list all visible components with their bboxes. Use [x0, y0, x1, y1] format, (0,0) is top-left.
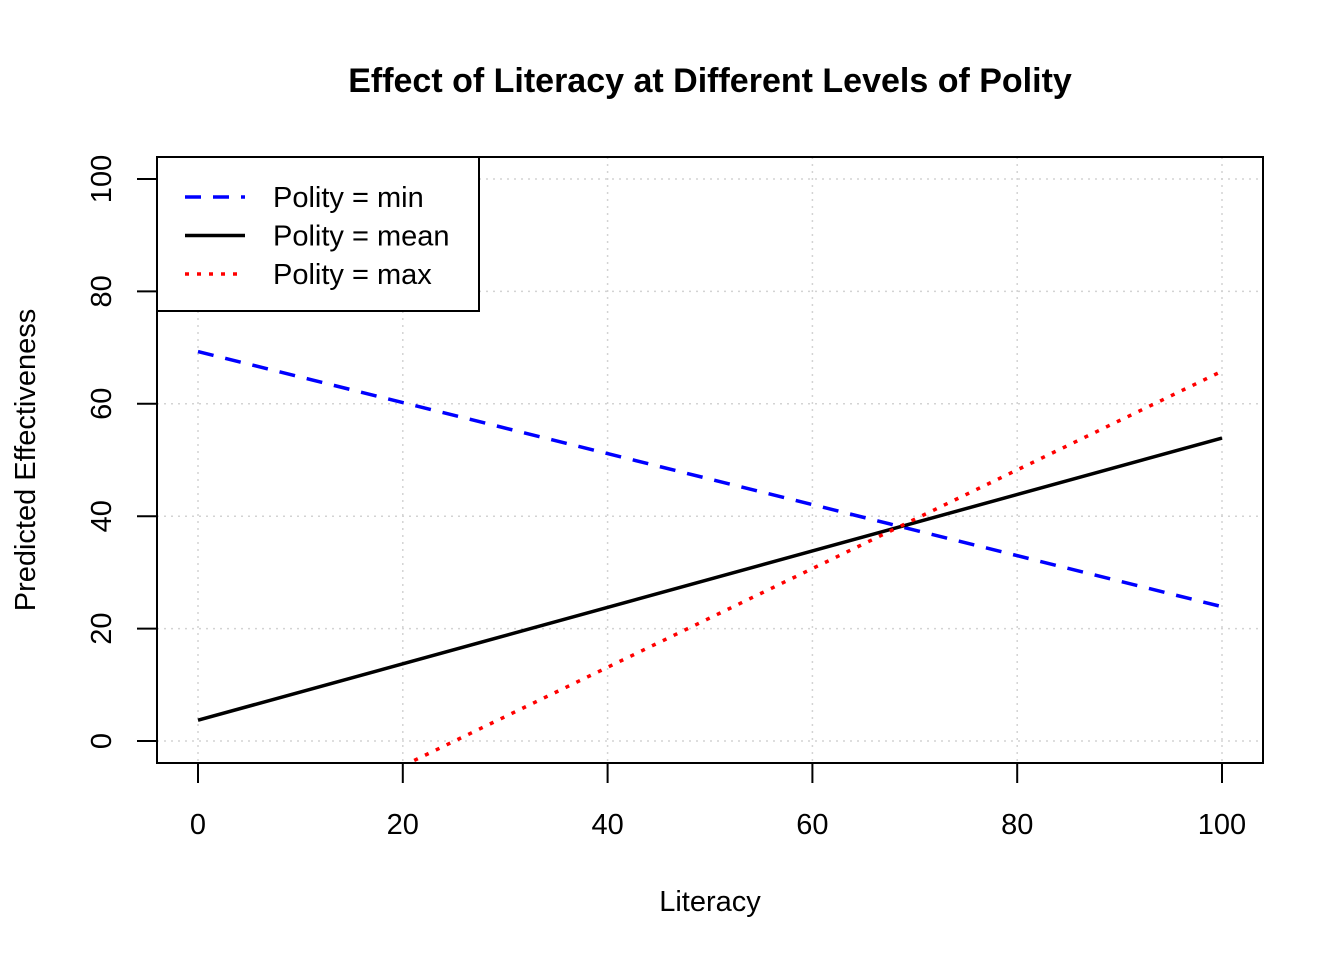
y-tick-label: 80: [86, 275, 118, 307]
x-tick-label: 100: [1198, 809, 1246, 841]
y-tick-label: 100: [86, 155, 118, 203]
series-line-1: [197, 436, 1223, 722]
x-tick-label: 80: [1001, 809, 1033, 841]
x-tick-label: 0: [190, 809, 206, 841]
x-tick-label: 20: [387, 809, 419, 841]
y-tick-label: 20: [86, 612, 118, 644]
series-line-2: [404, 369, 1223, 763]
series-group: [197, 349, 1223, 763]
axes: 0 20 40 60 80 100 0 20 40 60 80 100: [86, 155, 1246, 841]
y-axis-label: Predicted Effectiveness: [10, 309, 42, 612]
legend-label: Polity = min: [273, 182, 424, 214]
x-tick-label: 60: [796, 809, 828, 841]
y-tick-label: 0: [86, 733, 118, 749]
plot-frame: [156, 156, 1264, 764]
chart-title: Effect of Literacy at Different Levels o…: [348, 62, 1072, 100]
series-line-0: [197, 349, 1223, 609]
legend-label: Polity = max: [273, 259, 432, 291]
x-tick-label: 40: [591, 809, 623, 841]
x-axis-label: Literacy: [659, 886, 761, 918]
legend-label: Polity = mean: [273, 221, 450, 253]
y-tick-label: 40: [86, 500, 118, 532]
legend: Polity = min Polity = mean Polity = max: [156, 156, 480, 312]
y-tick-label: 60: [86, 388, 118, 420]
